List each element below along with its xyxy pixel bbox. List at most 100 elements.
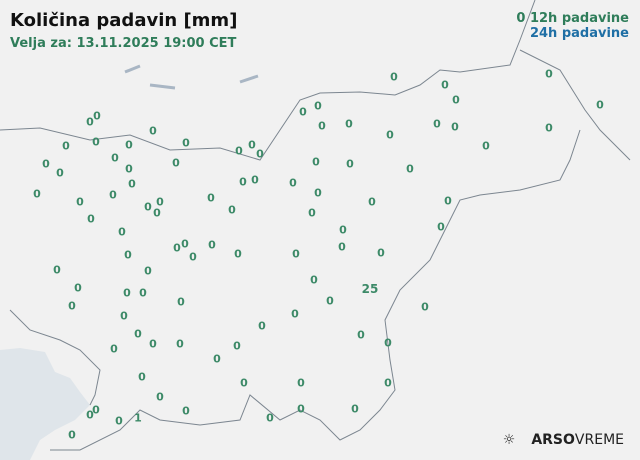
station-value: 0 [86,115,94,129]
legend-12h: 0 12h padavine [516,11,629,26]
station-value: 0 [338,240,346,254]
logo-brand: ARSO [531,432,575,448]
station-value: 0 [74,281,82,295]
station-value: 0 [42,157,50,171]
station-value: 0 [115,414,123,428]
station-value: 0 [314,186,322,200]
station-value: 0 [251,173,259,187]
station-value: 0 [351,402,359,416]
station-value: 0 [421,300,429,314]
station-value: 0 [545,121,553,135]
station-value: 0 [124,248,132,262]
station-value: 0 [125,138,133,152]
weather-sun-rain-icon: ☼ [502,432,516,448]
station-value: 0 [233,339,241,353]
station-value: 0 [384,376,392,390]
station-value: 0 [545,67,553,81]
station-value: 0 [144,264,152,278]
station-value: 0 [248,138,256,152]
station-value: 0 [235,144,243,158]
arso-logo: ☼ ARSOVREME [503,432,624,448]
station-value: 0 [482,139,490,153]
station-value: 0 [384,336,392,350]
station-value: 0 [53,263,61,277]
logo-product: VREME [574,432,624,448]
station-value: 0 [308,206,316,220]
station-value: 0 [123,286,131,300]
station-value: 0 [368,195,376,209]
station-value: 0 [346,157,354,171]
station-value: 0 [149,337,157,351]
station-value: 0 [93,109,101,123]
station-value: 0 [177,295,185,309]
station-value: 0 [390,70,398,84]
station-value: 0 [172,156,180,170]
station-value: 0 [326,294,334,308]
station-value: 0 [87,212,95,226]
station-value: 0 [33,187,41,201]
station-value: 0 [156,390,164,404]
station-value: 0 [228,203,236,217]
station-value: 0 [120,309,128,323]
station-value: 0 [266,411,274,425]
valid-time: Velja za: 13.11.2025 19:00 CET [10,36,237,51]
station-value: 0 [339,223,347,237]
station-value: 0 [297,376,305,390]
station-value: 0 [377,246,385,260]
station-value: 0 [149,124,157,138]
station-value: 0 [109,188,117,202]
station-value: 0 [596,98,604,112]
station-value: 0 [207,191,215,205]
station-value: 0 [125,162,133,176]
station-value: 0 [239,175,247,189]
station-value: 0 [451,120,459,134]
legend-sample: 0 [516,11,526,26]
station-value: 0 [62,139,70,153]
logo-text: ARSOVREME [531,432,624,448]
station-value: 0 [444,194,452,208]
station-value: 0 [292,247,300,261]
station-value: 0 [173,241,181,255]
station-value: 0 [189,250,197,264]
station-value: 0 [110,342,118,356]
station-value: 0 [406,162,414,176]
station-value: 0 [357,328,365,342]
station-value: 0 [452,93,460,107]
station-value: 0 [291,307,299,321]
station-value: 25 [361,282,379,296]
station-value: 0 [433,117,441,131]
station-value: 0 [68,299,76,313]
sea [0,348,90,460]
country-border [0,0,631,451]
station-value: 0 [138,370,146,384]
station-value: 0 [139,286,147,300]
station-value: 0 [68,428,76,442]
station-value: 0 [144,200,152,214]
station-value: 0 [234,247,242,261]
station-value: 0 [92,135,100,149]
station-value: 0 [86,408,94,422]
station-value: 0 [345,117,353,131]
station-value: 0 [258,319,266,333]
station-value: 0 [312,155,320,169]
station-value: 0 [240,376,248,390]
station-value: 0 [310,273,318,287]
station-value: 0 [128,177,136,191]
station-value: 0 [386,128,394,142]
station-value: 0 [441,78,449,92]
station-value: 0 [208,238,216,252]
station-value: 0 [92,403,100,417]
station-value: 0 [134,327,142,341]
station-value: 0 [297,402,305,416]
station-value: 0 [314,99,322,113]
legend-12h-label: 12h padavine [529,11,629,26]
station-value: 0 [318,119,326,133]
legend-24h-label: 24h padavine [529,26,629,41]
station-value: 0 [182,136,190,150]
station-value: 0 [153,206,161,220]
station-value: 0 [118,225,126,239]
station-value: 0 [299,105,307,119]
station-value: 0 [213,352,221,366]
station-value: 1 [134,411,142,425]
